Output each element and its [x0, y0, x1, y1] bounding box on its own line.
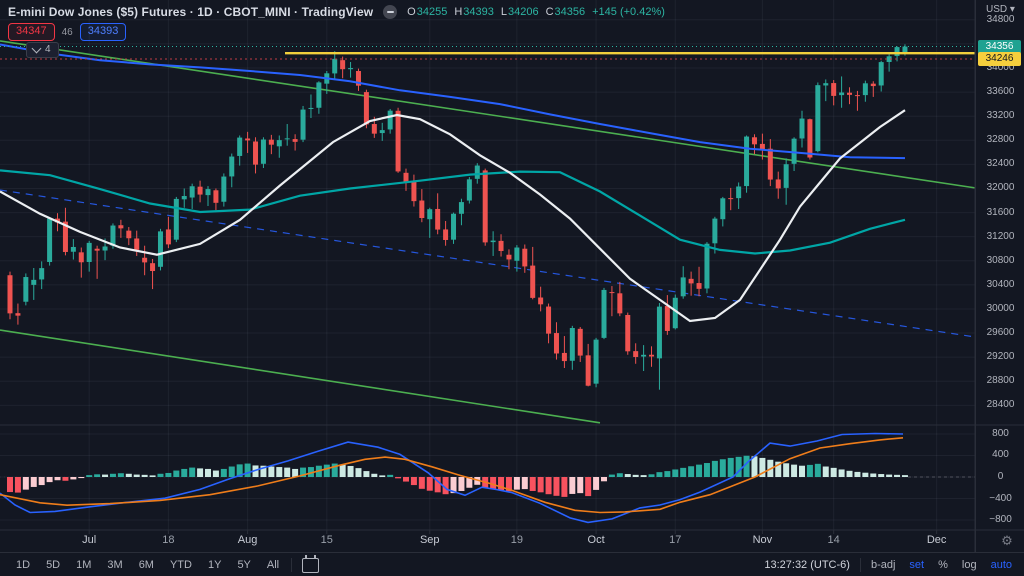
price-tick-label: 32400	[986, 158, 1015, 170]
chart-header: E-mini Dow Jones ($5) Futures · 1D · CBO…	[8, 5, 665, 19]
gear-icon[interactable]: ⚙	[1001, 534, 1013, 549]
toolbar-divider	[859, 558, 861, 572]
price-tick-label: 30000	[986, 302, 1015, 314]
price-tick-label: 31200	[986, 230, 1015, 242]
change-value: +145 (+0.42%)	[592, 6, 665, 18]
price-tick-label: 28800	[986, 375, 1015, 387]
price-tick-label: 28400	[986, 399, 1015, 411]
price-tick-label: 33200	[986, 110, 1015, 122]
indicator-tick-label: 0	[997, 471, 1004, 482]
price-tick-label: 29600	[986, 327, 1015, 339]
time-axis-label: 17	[669, 534, 682, 546]
last-price-badge: 34356	[978, 39, 1021, 54]
alert-badge-red[interactable]: 34347	[8, 23, 55, 41]
price-tick-label: 32000	[986, 182, 1015, 194]
range-button-all[interactable]: All	[266, 559, 280, 571]
open-label: O	[407, 6, 416, 18]
scale-button-set[interactable]: set	[909, 559, 925, 571]
open-value: 34255	[416, 6, 448, 18]
time-axis[interactable]: Jul 18 Aug 15 Sep 19 Oct 17 Nov 14 Dec	[0, 530, 975, 552]
price-tick-label: 33600	[986, 86, 1015, 98]
alert-badges-row: 34347 46 34393	[8, 23, 127, 41]
time-axis-label: Jul	[82, 534, 97, 546]
high-value: 34393	[463, 6, 494, 18]
range-button-3m[interactable]: 3M	[107, 559, 123, 571]
hide-legend-icon[interactable]	[383, 5, 398, 19]
close-value: 34356	[554, 6, 586, 18]
indicator-tick-label: −400	[989, 492, 1012, 504]
indicator-tick-label: 800	[992, 427, 1009, 439]
ohlc-values: O34255 H34393 L34206 C34356 +145 (+0.42%…	[407, 6, 665, 18]
high-label: H	[454, 6, 463, 18]
range-button-1m[interactable]: 1M	[76, 559, 92, 571]
toolbar-divider	[291, 558, 293, 572]
time-axis-label: 19	[510, 534, 523, 546]
chevron-down-icon	[31, 43, 42, 53]
price-tick-label: 29200	[986, 351, 1015, 363]
time-axis-label: Dec	[926, 534, 947, 546]
scale-button-log[interactable]: log	[961, 559, 977, 571]
price-tick-label: 34800	[986, 13, 1015, 25]
go-to-date-icon[interactable]	[302, 554, 320, 573]
range-button-5y[interactable]: 5Y	[237, 559, 251, 571]
alert-diff: 46	[61, 26, 73, 38]
price-tick-label: 32800	[986, 134, 1015, 146]
price-tick-label: 31600	[986, 206, 1015, 218]
collapsed-count: 4	[45, 44, 51, 55]
chart-canvas[interactable]	[0, 0, 1024, 552]
indicator-tick-label: 400	[992, 449, 1009, 461]
close-label: C	[545, 6, 554, 18]
price-scale[interactable]: USD ▾ 34800 34000 33600 33200 32800 32400 3200…	[975, 0, 1024, 552]
range-button-6m[interactable]: 6M	[138, 559, 154, 571]
collapsed-indicators-chip[interactable]: 4	[26, 42, 59, 58]
indicator-tick-label: −800	[989, 514, 1012, 525]
time-axis-label: Oct	[587, 534, 605, 546]
price-tick-label: 30400	[986, 278, 1015, 290]
currency-dropdown[interactable]: USD ▾	[986, 4, 1015, 15]
scale-button-percent[interactable]: %	[938, 559, 948, 571]
clock[interactable]: 13:27:32 (UTC-6)	[764, 559, 850, 571]
date-range-buttons: 1D 5D 1M 3M 6M YTD 1Y 5Y All	[10, 557, 285, 573]
low-label: L	[500, 6, 507, 18]
time-axis-label: 14	[827, 534, 840, 546]
time-axis-label: 15	[320, 534, 333, 546]
alert-badge-blue[interactable]: 34393	[79, 23, 127, 41]
symbol-title[interactable]: E-mini Dow Jones ($5) Futures · 1D · CBO…	[8, 5, 374, 19]
range-button-1d[interactable]: 1D	[16, 559, 31, 571]
scale-button-b-adj[interactable]: b-adj	[870, 559, 896, 571]
scale-mode-buttons: b-adj set% log auto	[871, 559, 1012, 571]
time-axis-label: Nov	[752, 534, 773, 546]
price-tick-label: 30800	[986, 254, 1015, 266]
time-axis-label: Aug	[237, 534, 258, 546]
time-axis-label: 18	[162, 534, 175, 546]
low-value: 34206	[507, 6, 539, 18]
bottom-toolbar: 1D 5D 1M 3M 6M YTD 1Y 5Y All 13:27:32 (UTC-6) b-…	[0, 552, 1024, 576]
scale-button-auto[interactable]: auto	[990, 559, 1012, 571]
time-axis-label: Sep	[419, 534, 440, 546]
price-tick-label: 34000	[986, 62, 1015, 73]
drawing-price-badge: 34246	[978, 52, 1021, 67]
range-button-5d[interactable]: 5D	[46, 559, 61, 571]
range-button-1y[interactable]: 1Y	[207, 559, 222, 571]
range-button-ytd[interactable]: YTD	[169, 559, 192, 571]
